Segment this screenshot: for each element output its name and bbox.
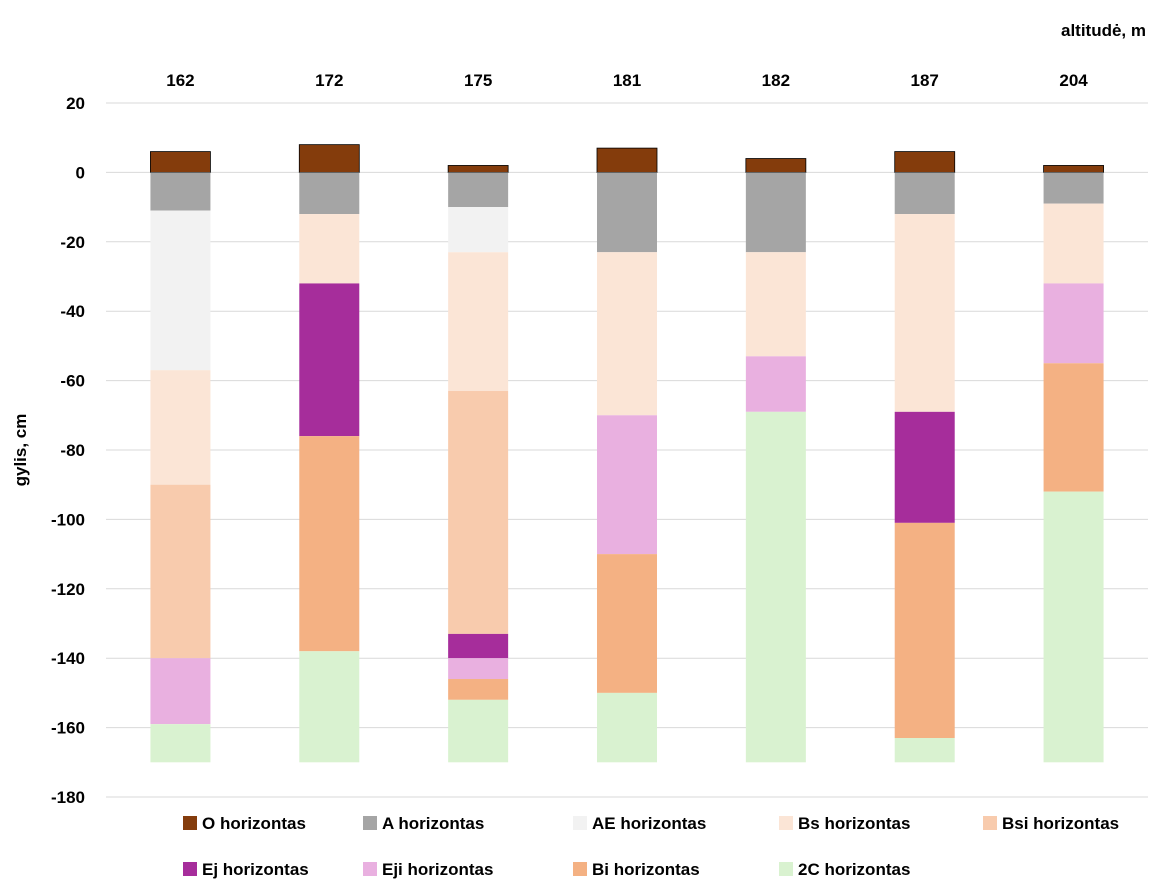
bar-segment [448, 207, 509, 253]
legend-label: Eji horizontas [382, 860, 493, 879]
bar-segment [1043, 491, 1104, 763]
y-tick-label: -40 [60, 302, 85, 321]
legend-swatch [183, 816, 197, 830]
y-tick-label: -160 [51, 719, 85, 738]
bar-segment [745, 411, 806, 763]
bar-segment [596, 147, 658, 173]
bar-segment [894, 172, 955, 215]
legend-label: 2C horizontas [798, 860, 910, 879]
bar-segment [150, 210, 211, 371]
bar-segment [448, 172, 509, 208]
y-tick-label: -100 [51, 510, 85, 529]
legend-label: Ej horizontas [202, 860, 309, 879]
bar-segment [150, 724, 211, 763]
bar-segment [448, 252, 509, 392]
legend: O horizontas A horizontas AE horizontas Bs … [183, 814, 1119, 879]
y-tick-label: -20 [60, 233, 85, 252]
bar-segment [150, 172, 211, 211]
bar-segment [597, 172, 657, 253]
legend-label: A horizontas [382, 814, 484, 833]
legend-swatch [779, 816, 793, 830]
category-label: 181 [613, 71, 641, 90]
y-tick-label: 20 [66, 94, 85, 113]
bar-segment [299, 651, 360, 763]
legend-label: O horizontas [202, 814, 306, 833]
legend-label: Bs horizontas [798, 814, 910, 833]
bar-segment [597, 554, 657, 693]
y-tick-label: -60 [60, 372, 85, 391]
legend-swatch [363, 862, 377, 876]
bar-segment [150, 658, 211, 725]
bar-segment [299, 172, 360, 215]
legend-swatch [573, 862, 587, 876]
bar-segment [745, 172, 806, 253]
legend-swatch [183, 862, 197, 876]
bar-segment [150, 370, 211, 485]
bar-segment [298, 144, 360, 173]
bar-segment [1043, 165, 1104, 173]
y-tick-label: -80 [60, 441, 85, 460]
bar-segment [745, 158, 807, 173]
bar-segment [1043, 203, 1104, 284]
y-axis-title: gylis, cm [11, 414, 30, 487]
bar-segment [894, 522, 955, 739]
bars [150, 144, 1104, 763]
bar-segment [448, 633, 509, 659]
legend-swatch [983, 816, 997, 830]
category-label: 172 [315, 71, 343, 90]
bar-segment [894, 214, 955, 412]
bar-segment [745, 356, 806, 412]
legend-swatch [363, 816, 377, 830]
y-tick-label: 0 [76, 163, 85, 182]
legend-swatch [573, 816, 587, 830]
bar-segment [745, 252, 806, 357]
bar-segment [150, 151, 211, 173]
bar-segment [894, 738, 955, 763]
bar-segment [597, 692, 657, 763]
bar-segment [894, 411, 955, 523]
legend-label: Bsi horizontas [1002, 814, 1119, 833]
bar-segment [894, 151, 956, 173]
y-axis-ticks: 20 0 -20 -40 -60 -80 -100 -120 -140 -160 -180 [51, 94, 85, 807]
bar-segment [1043, 172, 1104, 204]
bar-segment [448, 699, 509, 763]
category-label: 175 [464, 71, 492, 90]
bar-segment [597, 252, 657, 416]
bar-segment [299, 283, 360, 437]
bar-segment [447, 165, 509, 173]
category-labels: 162 172 175 181 182 187 204 [166, 71, 1088, 90]
bar-segment [150, 484, 211, 659]
bar-segment [299, 436, 360, 652]
legend-label: Bi horizontas [592, 860, 700, 879]
bar-segment [448, 658, 509, 680]
top-axis-label: altitudė, m [1061, 21, 1146, 40]
category-label: 162 [166, 71, 194, 90]
bar-segment [448, 391, 509, 634]
category-label: 182 [762, 71, 790, 90]
legend-swatch [779, 862, 793, 876]
bar-segment [1043, 283, 1104, 364]
bar-segment [597, 415, 657, 555]
legend-label: AE horizontas [592, 814, 706, 833]
category-label: 204 [1059, 71, 1088, 90]
y-tick-label: -120 [51, 580, 85, 599]
y-tick-label: -140 [51, 649, 85, 668]
bar-segment [1043, 363, 1104, 492]
bar-segment [299, 214, 360, 284]
y-tick-label: -180 [51, 788, 85, 807]
bar-segment [448, 679, 509, 700]
category-label: 187 [911, 71, 939, 90]
